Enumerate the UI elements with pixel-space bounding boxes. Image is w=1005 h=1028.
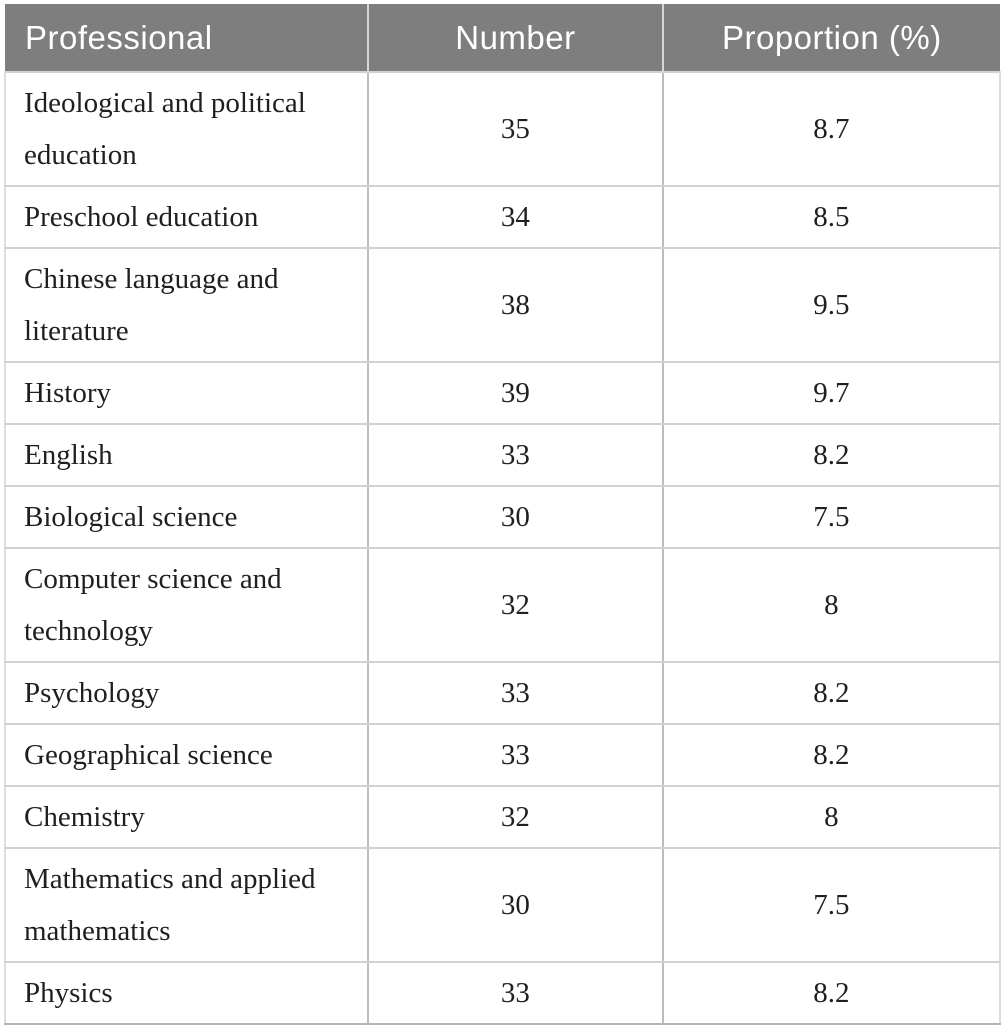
cell-professional: Preschool education xyxy=(3,185,370,249)
table-row: Chemistry 32 8 xyxy=(3,785,1002,849)
cell-professional: Chinese language and literature xyxy=(3,247,370,363)
cell-number: 38 xyxy=(367,247,664,363)
table-body: Ideological and political education 35 8… xyxy=(3,71,1002,1025)
cell-number: 39 xyxy=(367,361,664,425)
cell-number: 32 xyxy=(367,785,664,849)
cell-number: 33 xyxy=(367,423,664,487)
cell-professional: Computer science and technology xyxy=(3,547,370,663)
table-row: English 33 8.2 xyxy=(3,423,1002,487)
cell-professional: Ideological and political education xyxy=(3,71,370,187)
cell-proportion: 8 xyxy=(661,547,1002,663)
table-row: Chinese language and literature 38 9.5 xyxy=(3,247,1002,363)
cell-number: 33 xyxy=(367,961,664,1025)
table-row: Psychology 33 8.2 xyxy=(3,661,1002,725)
table-row: Ideological and political education 35 8… xyxy=(3,71,1002,187)
professional-distribution-table: Professional Number Proportion (%) Ideol… xyxy=(3,4,1002,1025)
column-header-proportion: Proportion (%) xyxy=(661,4,1000,72)
cell-professional: Psychology xyxy=(3,661,370,725)
cell-number: 30 xyxy=(367,847,664,963)
table-header: Professional Number Proportion (%) xyxy=(5,4,1000,72)
cell-professional: Mathematics and applied mathematics xyxy=(3,847,370,963)
cell-proportion: 8.5 xyxy=(661,185,1002,249)
table-row: Physics 33 8.2 xyxy=(3,961,1002,1025)
cell-proportion: 7.5 xyxy=(661,847,1002,963)
column-header-professional: Professional xyxy=(5,4,369,72)
cell-proportion: 8 xyxy=(661,785,1002,849)
header-row: Professional Number Proportion (%) xyxy=(5,4,1000,72)
table-row: Biological science 30 7.5 xyxy=(3,485,1002,549)
table-row: History 39 9.7 xyxy=(3,361,1002,425)
cell-number: 33 xyxy=(367,723,664,787)
cell-professional: Geographical science xyxy=(3,723,370,787)
cell-professional: Physics xyxy=(3,961,370,1025)
table-row: Geographical science 33 8.2 xyxy=(3,723,1002,787)
cell-proportion: 8.2 xyxy=(661,961,1002,1025)
cell-number: 33 xyxy=(367,661,664,725)
cell-proportion: 8.2 xyxy=(661,723,1002,787)
cell-proportion: 8.2 xyxy=(661,661,1002,725)
cell-number: 30 xyxy=(367,485,664,549)
table-row: Preschool education 34 8.5 xyxy=(3,185,1002,249)
table-row: Mathematics and applied mathematics 30 7… xyxy=(3,847,1002,963)
cell-professional: History xyxy=(3,361,370,425)
cell-professional: Biological science xyxy=(3,485,370,549)
cell-number: 32 xyxy=(367,547,664,663)
cell-number: 35 xyxy=(367,71,664,187)
cell-professional: English xyxy=(3,423,370,487)
cell-proportion: 8.7 xyxy=(661,71,1002,187)
cell-number: 34 xyxy=(367,185,664,249)
table-row: Computer science and technology 32 8 xyxy=(3,547,1002,663)
cell-professional: Chemistry xyxy=(3,785,370,849)
cell-proportion: 9.5 xyxy=(661,247,1002,363)
cell-proportion: 7.5 xyxy=(661,485,1002,549)
cell-proportion: 8.2 xyxy=(661,423,1002,487)
column-header-number: Number xyxy=(367,4,663,72)
cell-proportion: 9.7 xyxy=(661,361,1002,425)
table-container: Professional Number Proportion (%) Ideol… xyxy=(3,4,1002,1025)
